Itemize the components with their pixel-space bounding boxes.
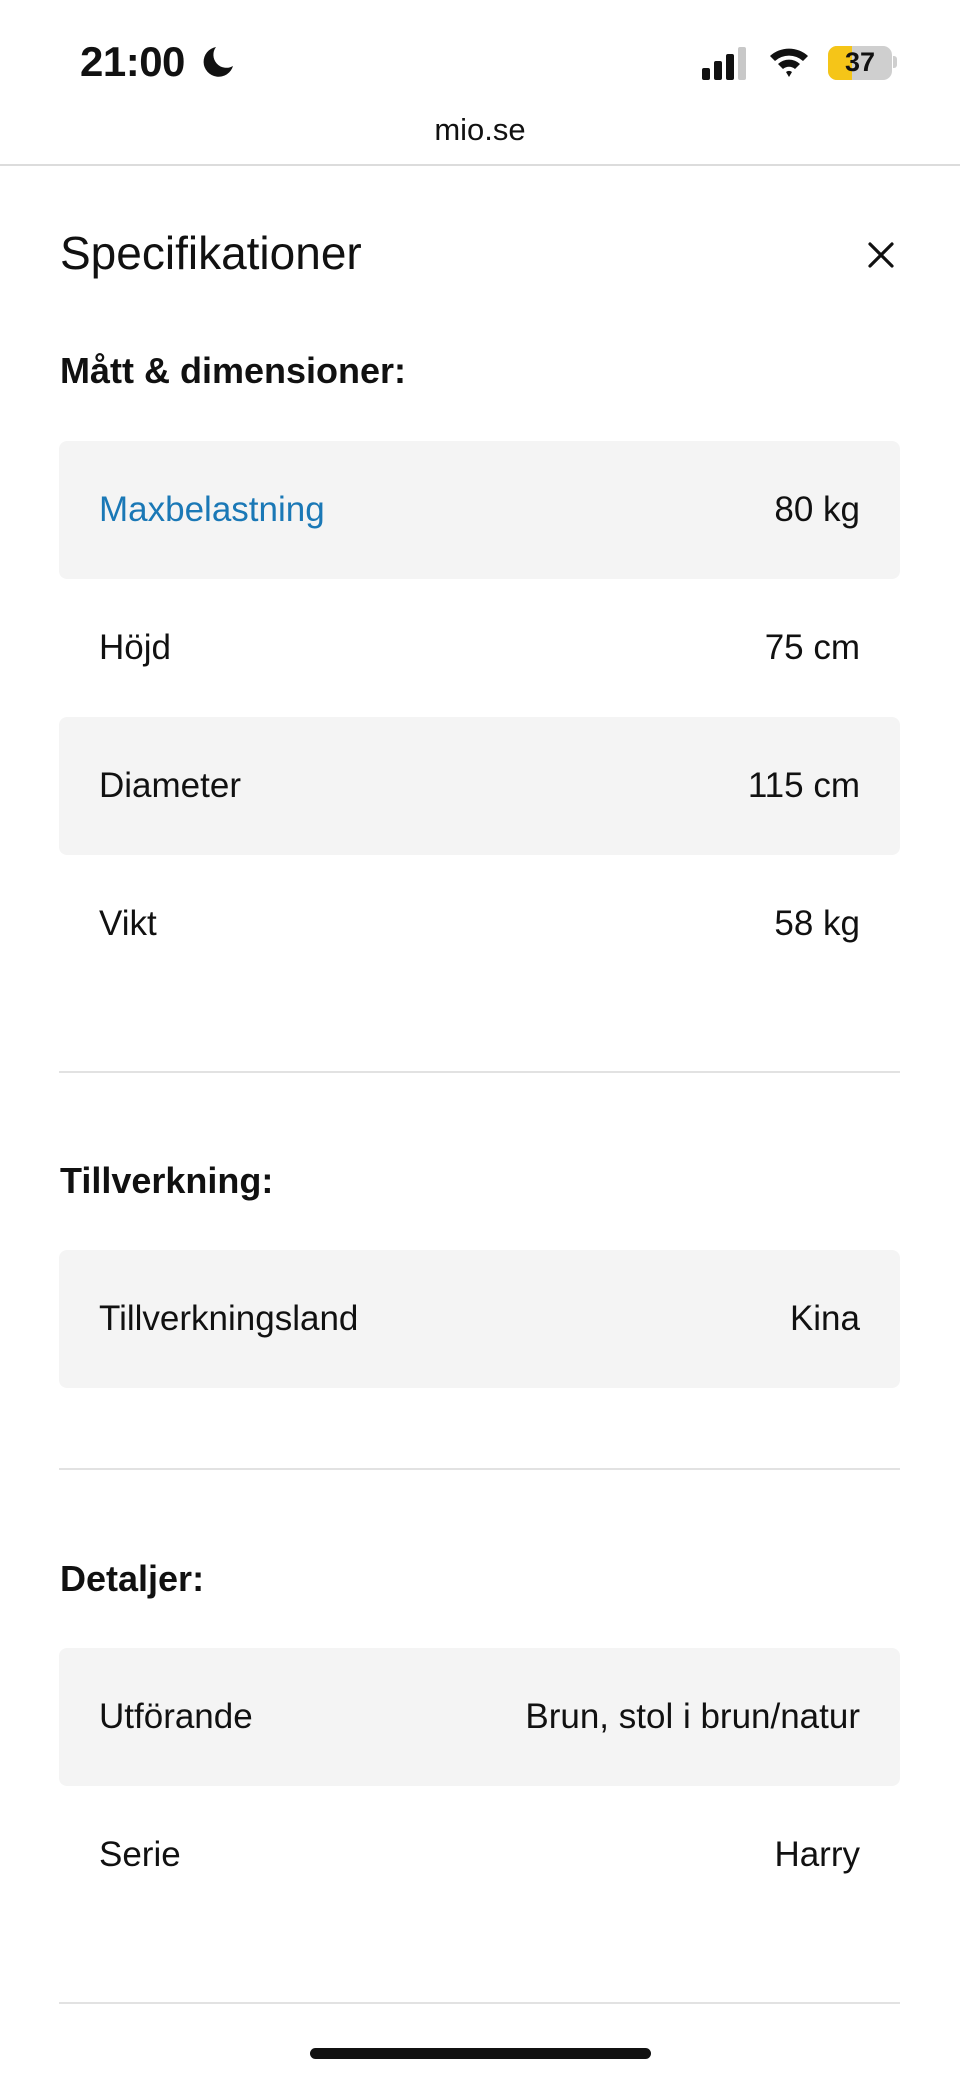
section-heading-details: Detaljer: <box>60 1558 205 1599</box>
spec-row: Diameter 115 cm <box>59 717 900 855</box>
spec-label: Serie <box>99 1835 181 1874</box>
section-divider <box>59 1468 900 1470</box>
spec-row: Maxbelastning 80 kg <box>59 441 900 579</box>
spec-row: Tillverkningsland Kina <box>59 1250 900 1388</box>
spec-row: Utförande Brun, stol i brun/natur <box>59 1648 900 1786</box>
spec-label: Höjd <box>99 628 171 667</box>
spec-label: Vikt <box>99 904 157 943</box>
spec-label: Utförande <box>99 1697 253 1736</box>
spec-row: Vikt 58 kg <box>59 855 900 993</box>
section-heading-dimensions: Mått & dimensioner: <box>60 350 407 391</box>
section-divider <box>59 1071 900 1073</box>
section-divider <box>59 2002 900 2004</box>
spec-value: Brun, stol i brun/natur <box>525 1697 860 1736</box>
url-bar[interactable]: mio.se <box>434 112 526 147</box>
section-heading-manufacturing: Tillverkning: <box>60 1160 274 1201</box>
close-icon[interactable] <box>862 236 900 274</box>
spec-value: Kina <box>789 1299 860 1338</box>
spec-value: Harry <box>774 1835 860 1874</box>
toolbar-divider <box>0 164 960 166</box>
spec-row: Höjd 75 cm <box>59 579 900 717</box>
home-indicator[interactable] <box>310 2048 651 2059</box>
signal-icon <box>702 47 746 80</box>
battery-icon: 37 <box>828 46 892 80</box>
battery-tip <box>893 56 897 68</box>
spec-value: 75 cm <box>764 628 860 667</box>
status-bar: 21:00 37 <box>0 0 960 110</box>
spec-value: 58 kg <box>774 904 860 943</box>
spec-label: Diameter <box>99 766 241 805</box>
moon-icon <box>203 47 233 77</box>
spec-value: 80 kg <box>774 490 860 529</box>
page-title: Specifikationer <box>60 227 362 279</box>
spec-label: Tillverkningsland <box>99 1299 359 1338</box>
battery-level: 37 <box>844 47 876 77</box>
wifi-icon <box>770 48 808 77</box>
spec-value: 115 cm <box>747 766 860 805</box>
spec-row: Serie Harry <box>59 1786 900 1924</box>
status-time: 21:00 <box>80 38 185 85</box>
spec-label-link[interactable]: Maxbelastning <box>99 490 325 529</box>
